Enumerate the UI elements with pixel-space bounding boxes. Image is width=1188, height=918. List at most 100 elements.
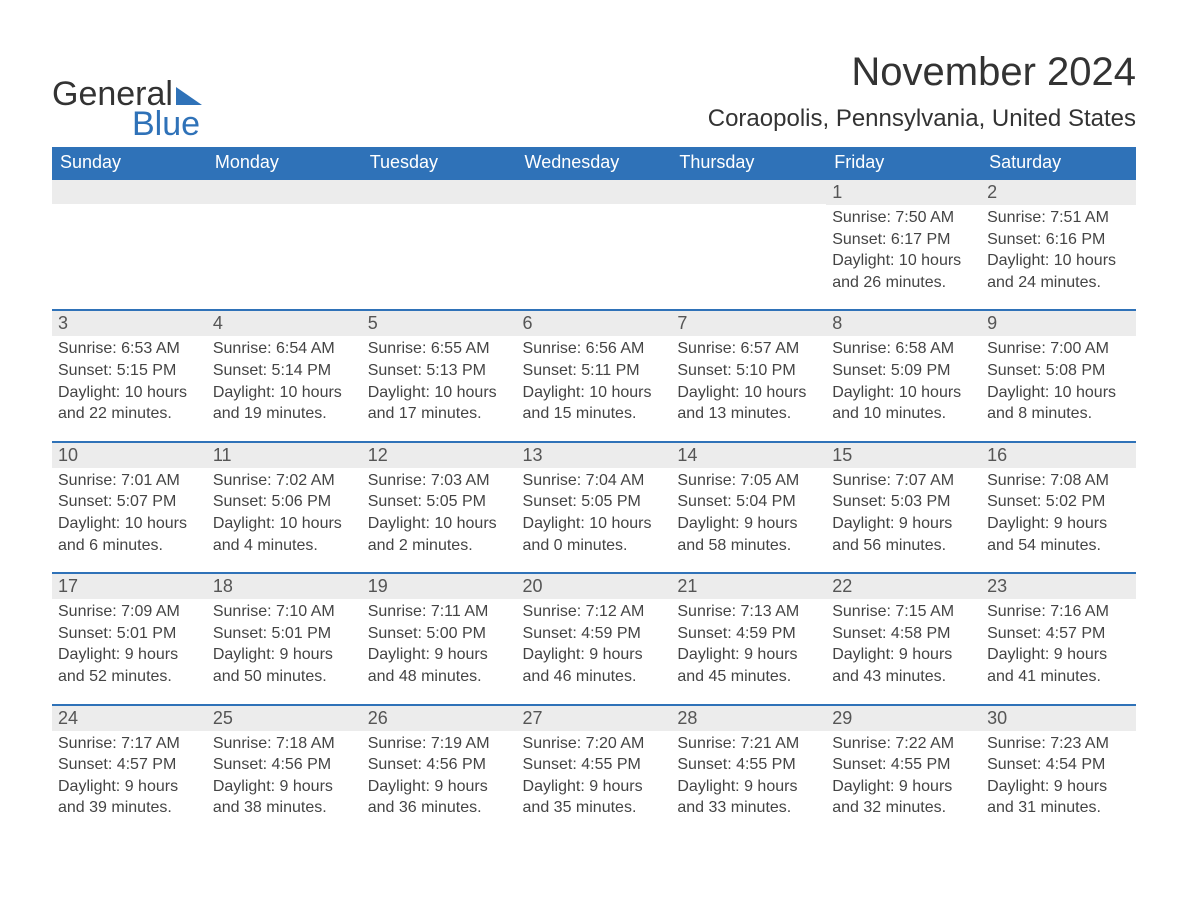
- day-details: Sunrise: 7:22 AMSunset: 4:55 PMDaylight:…: [826, 731, 981, 835]
- day-number: 4: [207, 309, 362, 336]
- day-sunrise: Sunrise: 7:22 AM: [832, 733, 975, 755]
- calendar-cell: 20Sunrise: 7:12 AMSunset: 4:59 PMDayligh…: [517, 572, 672, 703]
- day-daylight1: Daylight: 9 hours: [58, 776, 201, 798]
- day-daylight2: and 13 minutes.: [677, 403, 820, 425]
- day-details: Sunrise: 7:51 AMSunset: 6:16 PMDaylight:…: [981, 205, 1136, 309]
- day-details: Sunrise: 7:21 AMSunset: 4:55 PMDaylight:…: [671, 731, 826, 835]
- day-sunset: Sunset: 4:55 PM: [677, 754, 820, 776]
- calendar-cell: [207, 178, 362, 309]
- brand-logo: General Blue: [52, 77, 202, 141]
- day-number: 12: [362, 441, 517, 468]
- day-daylight1: Daylight: 10 hours: [523, 513, 666, 535]
- day-sunrise: Sunrise: 7:13 AM: [677, 601, 820, 623]
- day-details: Sunrise: 7:12 AMSunset: 4:59 PMDaylight:…: [517, 599, 672, 703]
- day-sunset: Sunset: 4:55 PM: [832, 754, 975, 776]
- calendar-cell: 28Sunrise: 7:21 AMSunset: 4:55 PMDayligh…: [671, 704, 826, 835]
- empty-day: [207, 178, 362, 204]
- calendar-cell: 15Sunrise: 7:07 AMSunset: 5:03 PMDayligh…: [826, 441, 981, 572]
- day-sunrise: Sunrise: 7:09 AM: [58, 601, 201, 623]
- day-number: 28: [671, 704, 826, 731]
- calendar-cell: 3Sunrise: 6:53 AMSunset: 5:15 PMDaylight…: [52, 309, 207, 440]
- day-details: Sunrise: 7:19 AMSunset: 4:56 PMDaylight:…: [362, 731, 517, 835]
- calendar-cell: 24Sunrise: 7:17 AMSunset: 4:57 PMDayligh…: [52, 704, 207, 835]
- day-details: Sunrise: 7:16 AMSunset: 4:57 PMDaylight:…: [981, 599, 1136, 703]
- day-sunset: Sunset: 5:10 PM: [677, 360, 820, 382]
- day-sunset: Sunset: 5:02 PM: [987, 491, 1130, 513]
- calendar-cell: 1Sunrise: 7:50 AMSunset: 6:17 PMDaylight…: [826, 178, 981, 309]
- day-daylight1: Daylight: 9 hours: [677, 644, 820, 666]
- day-sunrise: Sunrise: 6:58 AM: [832, 338, 975, 360]
- day-details: Sunrise: 7:15 AMSunset: 4:58 PMDaylight:…: [826, 599, 981, 703]
- day-daylight2: and 17 minutes.: [368, 403, 511, 425]
- calendar-cell: 29Sunrise: 7:22 AMSunset: 4:55 PMDayligh…: [826, 704, 981, 835]
- day-details: Sunrise: 7:13 AMSunset: 4:59 PMDaylight:…: [671, 599, 826, 703]
- day-sunrise: Sunrise: 7:20 AM: [523, 733, 666, 755]
- day-daylight1: Daylight: 9 hours: [987, 644, 1130, 666]
- day-daylight1: Daylight: 9 hours: [213, 776, 356, 798]
- brand-word2: Blue: [132, 107, 202, 141]
- day-sunrise: Sunrise: 7:01 AM: [58, 470, 201, 492]
- day-sunrise: Sunrise: 7:16 AM: [987, 601, 1130, 623]
- calendar-table: SundayMondayTuesdayWednesdayThursdayFrid…: [52, 147, 1136, 835]
- day-number: 1: [826, 178, 981, 205]
- calendar-cell: 13Sunrise: 7:04 AMSunset: 5:05 PMDayligh…: [517, 441, 672, 572]
- day-sunset: Sunset: 4:56 PM: [368, 754, 511, 776]
- day-daylight1: Daylight: 9 hours: [368, 776, 511, 798]
- day-number: 15: [826, 441, 981, 468]
- day-sunrise: Sunrise: 7:08 AM: [987, 470, 1130, 492]
- empty-day: [52, 178, 207, 204]
- page-header: General Blue November 2024 Coraopolis, P…: [52, 50, 1136, 141]
- day-daylight1: Daylight: 9 hours: [987, 513, 1130, 535]
- day-sunset: Sunset: 6:17 PM: [832, 229, 975, 251]
- day-daylight2: and 39 minutes.: [58, 797, 201, 819]
- day-sunrise: Sunrise: 7:07 AM: [832, 470, 975, 492]
- day-daylight2: and 22 minutes.: [58, 403, 201, 425]
- day-sunrise: Sunrise: 6:53 AM: [58, 338, 201, 360]
- calendar-cell: 27Sunrise: 7:20 AMSunset: 4:55 PMDayligh…: [517, 704, 672, 835]
- weekday-header: Wednesday: [517, 147, 672, 178]
- day-number: 18: [207, 572, 362, 599]
- day-sunset: Sunset: 5:09 PM: [832, 360, 975, 382]
- day-sunset: Sunset: 4:59 PM: [523, 623, 666, 645]
- day-daylight2: and 48 minutes.: [368, 666, 511, 688]
- calendar-week-row: 10Sunrise: 7:01 AMSunset: 5:07 PMDayligh…: [52, 441, 1136, 572]
- day-details: Sunrise: 7:23 AMSunset: 4:54 PMDaylight:…: [981, 731, 1136, 835]
- day-details: Sunrise: 7:09 AMSunset: 5:01 PMDaylight:…: [52, 599, 207, 703]
- day-number: 6: [517, 309, 672, 336]
- calendar-cell: 26Sunrise: 7:19 AMSunset: 4:56 PMDayligh…: [362, 704, 517, 835]
- day-sunrise: Sunrise: 7:04 AM: [523, 470, 666, 492]
- day-number: 21: [671, 572, 826, 599]
- day-number: 27: [517, 704, 672, 731]
- day-daylight2: and 45 minutes.: [677, 666, 820, 688]
- calendar-cell: 4Sunrise: 6:54 AMSunset: 5:14 PMDaylight…: [207, 309, 362, 440]
- day-daylight1: Daylight: 10 hours: [523, 382, 666, 404]
- calendar-cell: 7Sunrise: 6:57 AMSunset: 5:10 PMDaylight…: [671, 309, 826, 440]
- day-details: Sunrise: 7:18 AMSunset: 4:56 PMDaylight:…: [207, 731, 362, 835]
- calendar-week-row: 1Sunrise: 7:50 AMSunset: 6:17 PMDaylight…: [52, 178, 1136, 309]
- day-daylight1: Daylight: 10 hours: [832, 250, 975, 272]
- calendar-cell: 9Sunrise: 7:00 AMSunset: 5:08 PMDaylight…: [981, 309, 1136, 440]
- day-details: Sunrise: 7:04 AMSunset: 5:05 PMDaylight:…: [517, 468, 672, 572]
- day-sunrise: Sunrise: 7:19 AM: [368, 733, 511, 755]
- day-sunrise: Sunrise: 7:05 AM: [677, 470, 820, 492]
- day-details: Sunrise: 7:17 AMSunset: 4:57 PMDaylight:…: [52, 731, 207, 835]
- day-sunset: Sunset: 6:16 PM: [987, 229, 1130, 251]
- day-daylight2: and 46 minutes.: [523, 666, 666, 688]
- day-daylight2: and 35 minutes.: [523, 797, 666, 819]
- day-number: 30: [981, 704, 1136, 731]
- day-details: Sunrise: 6:57 AMSunset: 5:10 PMDaylight:…: [671, 336, 826, 440]
- calendar-cell: 23Sunrise: 7:16 AMSunset: 4:57 PMDayligh…: [981, 572, 1136, 703]
- day-daylight1: Daylight: 10 hours: [677, 382, 820, 404]
- day-number: 25: [207, 704, 362, 731]
- title-block: November 2024 Coraopolis, Pennsylvania, …: [708, 50, 1136, 141]
- weekday-header: Thursday: [671, 147, 826, 178]
- day-number: 22: [826, 572, 981, 599]
- day-sunrise: Sunrise: 7:21 AM: [677, 733, 820, 755]
- weekday-header: Saturday: [981, 147, 1136, 178]
- day-daylight2: and 32 minutes.: [832, 797, 975, 819]
- day-sunrise: Sunrise: 7:10 AM: [213, 601, 356, 623]
- day-sunset: Sunset: 4:55 PM: [523, 754, 666, 776]
- day-number: 8: [826, 309, 981, 336]
- day-details: Sunrise: 7:03 AMSunset: 5:05 PMDaylight:…: [362, 468, 517, 572]
- day-daylight2: and 52 minutes.: [58, 666, 201, 688]
